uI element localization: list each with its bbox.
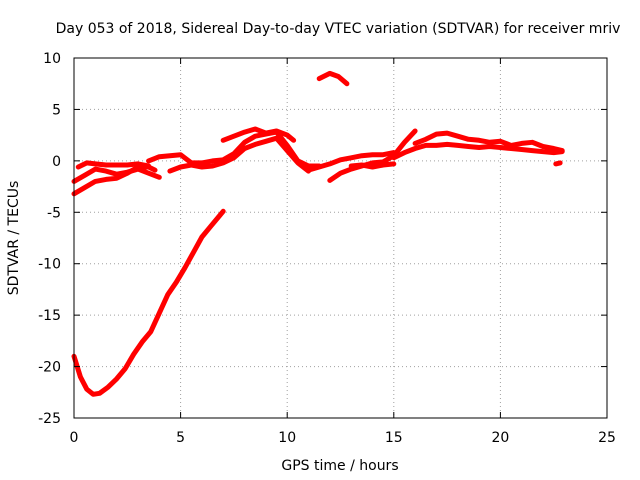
data-series-line: satellite arc 1 [71,208,226,397]
data-series-line: satellite arc 10 [348,161,397,170]
data-series-line: satellite arc 8 [306,150,397,173]
x-tick-label: 15 [385,430,403,446]
data-series-line: satellite arc 3 [71,166,162,184]
data-series-line: satellite arc 7 [220,126,297,143]
y-tick-label: -10 [38,257,61,273]
data-series: satellite arc 1satellite arc 2satellite … [71,70,565,397]
y-tick-label: 10 [43,51,61,67]
y-tick-label: -25 [38,411,61,427]
x-tick-label: 0 [70,430,79,446]
grid-lines [74,58,607,418]
x-tick-label: 5 [176,430,185,446]
data-series-line: satellite arc 13 [412,130,565,154]
y-tick-label: -20 [38,360,61,376]
chart-title: Day 053 of 2018, Sidereal Day-to-day VTE… [56,21,621,37]
data-series-line: satellite arc 9 [327,128,418,183]
x-tick-label: 20 [491,430,509,446]
y-tick-label: 5 [52,102,61,118]
plot-frame [73,57,608,419]
x-tick-label: 25 [598,430,616,446]
y-tick-label: -5 [47,205,61,221]
x-tick-label: 10 [278,430,296,446]
data-series-line: satellite arc 14 [553,160,563,167]
y-axis-label: SDTVAR / TECUs [6,181,22,296]
data-series-line: satellite arc 12 [391,141,565,161]
x-axis-label: GPS time / hours [281,458,398,474]
data-series-line: satellite arc 4 [75,160,152,170]
data-series-line: satellite arc 5 [146,129,322,169]
axis-ticks: 0 5 10 15 20 25 -25 -20 -15 -10 -5 0 5 10 [38,51,616,446]
y-tick-label: -15 [38,308,61,324]
y-tick-label: 0 [52,154,61,170]
data-series-line: satellite arc 6 [167,135,311,174]
data-series-line: satellite arc 11 [316,70,350,87]
